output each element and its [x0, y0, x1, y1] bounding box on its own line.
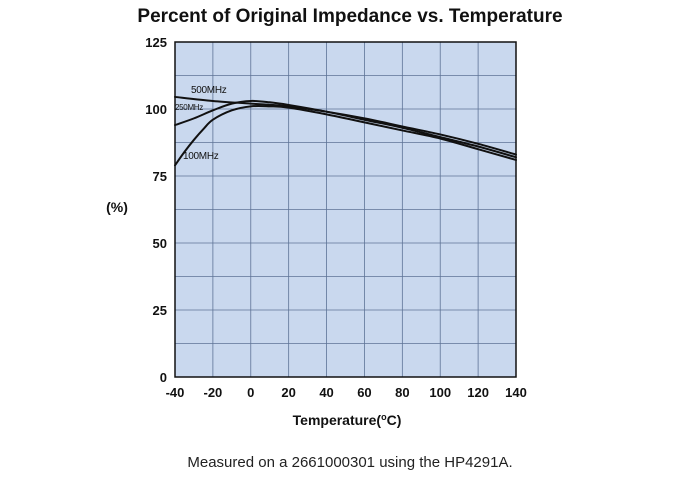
y-axis-label: (%) — [106, 199, 128, 215]
series-lines — [174, 95, 517, 167]
y-tick-label: 125 — [145, 35, 167, 50]
plot-frame — [174, 41, 517, 378]
series-label-100mhz: 100MHz — [183, 151, 219, 162]
x-tick-label: 0 — [247, 385, 254, 400]
x-tick-label: 120 — [467, 385, 489, 400]
series-label-250mhz: 250MHz — [175, 103, 203, 112]
x-tick-label: 20 — [281, 385, 295, 400]
y-tick-label: 50 — [153, 236, 167, 251]
y-tick-labels: 0 25 50 75 100 125 — [145, 35, 167, 385]
x-tick-label: 60 — [357, 385, 371, 400]
y-tick-label: 100 — [145, 102, 167, 117]
x-tick-label: 140 — [505, 385, 527, 400]
chart-caption: Measured on a 2661000301 using the HP429… — [187, 454, 513, 471]
series-line-250mhz — [174, 99, 517, 159]
series-line-100mhz — [174, 104, 517, 167]
x-axis-label: Temperature(oC) — [293, 412, 402, 428]
y-tick-label: 0 — [160, 370, 167, 385]
x-tick-labels: -40 -20 0 20 40 60 80 100 120 140 — [166, 385, 527, 400]
series-labels: 500MHz 250MHz 100MHz — [175, 85, 227, 162]
x-tick-label: 80 — [395, 385, 409, 400]
y-tick-label: 25 — [153, 303, 167, 318]
y-tick-label: 75 — [153, 169, 167, 184]
chart-title: Percent of Original Impedance vs. Temper… — [137, 6, 563, 27]
series-label-500mhz: 500MHz — [191, 85, 227, 96]
x-tick-label: 40 — [319, 385, 333, 400]
x-tick-label: 100 — [429, 385, 451, 400]
x-tick-label: -40 — [166, 385, 185, 400]
x-tick-label: -20 — [203, 385, 222, 400]
